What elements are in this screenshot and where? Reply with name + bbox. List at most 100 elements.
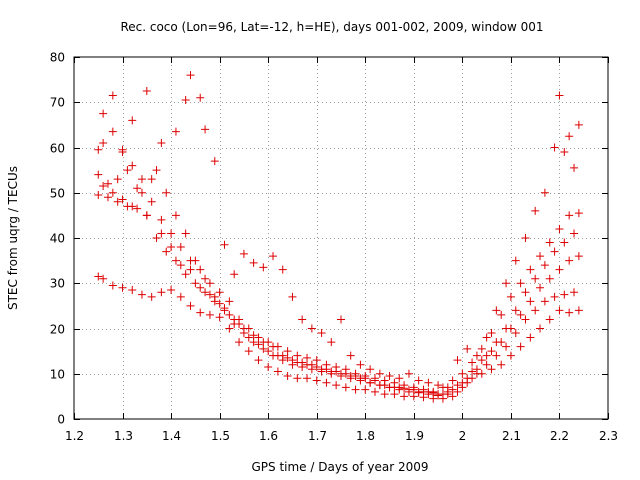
data-point: [555, 265, 564, 274]
data-point: [312, 356, 321, 365]
data-point: [244, 347, 253, 356]
data-point: [142, 211, 151, 220]
x-tick-label: 2: [459, 429, 467, 443]
data-point: [288, 292, 297, 301]
data-point: [404, 385, 413, 394]
data-point: [118, 145, 127, 154]
data-point: [327, 338, 336, 347]
data-point: [128, 116, 137, 125]
data-point: [196, 93, 205, 102]
data-point: [186, 265, 195, 274]
data-point: [278, 351, 287, 360]
y-tick-label: 60: [50, 142, 65, 156]
data-point: [526, 333, 535, 342]
data-point: [186, 301, 195, 310]
data-point: [249, 331, 258, 340]
data-point: [346, 351, 355, 360]
data-point: [521, 288, 530, 297]
data-point: [264, 347, 273, 356]
data-point: [259, 344, 268, 353]
data-point: [337, 369, 345, 378]
data-point: [312, 376, 321, 385]
data-point: [210, 292, 219, 301]
data-point: [103, 193, 112, 202]
data-point: [293, 351, 302, 360]
data-point: [429, 387, 438, 396]
data-point: [332, 362, 341, 371]
data-point: [492, 351, 501, 360]
data-point: [176, 292, 185, 301]
data-point: [235, 315, 244, 324]
x-tick-label: 1.9: [405, 429, 424, 443]
data-point: [555, 306, 564, 315]
data-point: [511, 306, 520, 315]
data-point: [380, 376, 389, 385]
data-point: [472, 365, 481, 374]
data-point: [244, 324, 253, 333]
data-point: [414, 376, 423, 385]
data-point: [133, 184, 142, 193]
data-point: [574, 120, 583, 129]
data-point: [395, 374, 404, 383]
data-point: [128, 161, 137, 170]
data-point: [205, 310, 214, 319]
data-point: [555, 224, 564, 233]
data-point: [147, 175, 156, 184]
y-tick-label: 0: [57, 413, 65, 427]
data-point: [307, 324, 316, 333]
data-point: [196, 308, 205, 317]
data-point: [312, 362, 321, 371]
data-point: [205, 279, 214, 288]
x-tick-label: 1.7: [308, 429, 327, 443]
data-point: [186, 71, 195, 80]
data-point: [482, 351, 491, 360]
data-point: [307, 360, 316, 369]
data-point: [201, 274, 210, 283]
data-point: [545, 315, 554, 324]
data-point: [167, 229, 176, 238]
data-point: [531, 274, 540, 283]
data-point: [545, 274, 554, 283]
data-point: [375, 381, 384, 390]
data-point: [341, 365, 350, 374]
chart-title: Rec. coco (Lon=96, Lat=-12, h=HE), days …: [120, 20, 543, 34]
data-point: [113, 197, 122, 206]
data-point: [210, 157, 219, 166]
data-point: [482, 333, 491, 342]
data-point: [99, 138, 108, 147]
data-point: [235, 338, 244, 347]
data-point: [171, 127, 180, 136]
data-point: [201, 288, 210, 297]
data-point: [463, 344, 472, 353]
x-tick-label: 2.3: [599, 429, 618, 443]
data-point: [356, 360, 365, 369]
data-point: [453, 356, 462, 365]
data-point: [157, 138, 166, 147]
data-point: [147, 197, 156, 206]
data-points: [94, 71, 583, 403]
data-point: [123, 166, 132, 175]
data-point: [570, 163, 579, 172]
data-point: [215, 288, 224, 297]
data-point: [366, 378, 375, 387]
data-point: [526, 297, 535, 306]
data-point: [472, 351, 481, 360]
data-point: [497, 310, 506, 319]
data-point: [215, 313, 224, 322]
data-point: [137, 188, 146, 197]
data-point: [502, 324, 511, 333]
y-tick-label: 30: [50, 277, 65, 291]
data-point: [448, 392, 457, 401]
data-point: [254, 356, 263, 365]
data-point: [317, 365, 326, 374]
data-point: [424, 378, 433, 387]
data-point: [317, 329, 326, 338]
data-point: [540, 188, 549, 197]
data-point: [443, 383, 452, 392]
data-point: [273, 367, 282, 376]
data-point: [550, 292, 559, 301]
x-tick-label: 2.1: [502, 429, 521, 443]
data-point: [137, 175, 146, 184]
data-point: [94, 272, 103, 281]
